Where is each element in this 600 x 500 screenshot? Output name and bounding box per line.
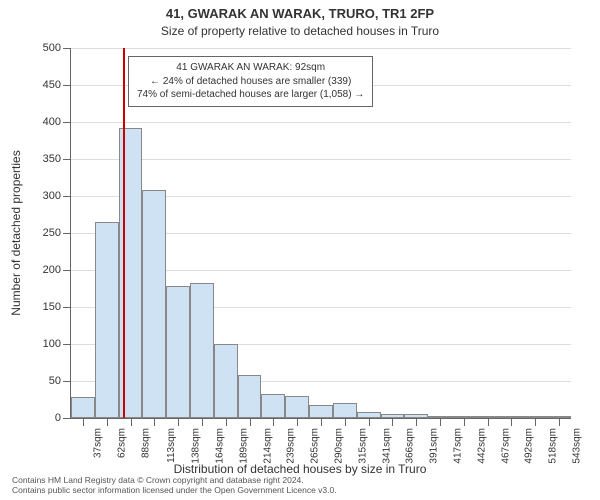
property-marker-line: [123, 48, 125, 418]
x-tick: [131, 418, 132, 426]
histogram-bar: [333, 403, 357, 418]
histogram-bar: [214, 344, 238, 418]
y-tick-label: 0: [55, 412, 61, 424]
x-tick-label: 543sqm: [571, 428, 582, 464]
x-tick: [416, 418, 417, 426]
y-tick-label: 300: [43, 190, 61, 202]
y-tick-label: 100: [43, 338, 61, 350]
x-tick-label: 417sqm: [452, 428, 463, 464]
histogram-bar: [142, 190, 166, 418]
histogram-bar: [190, 283, 214, 418]
y-gridline: [71, 159, 571, 160]
footer-line-2: Contains public sector information licen…: [12, 486, 337, 496]
x-tick-label: 62sqm: [116, 428, 127, 458]
histogram-bar: [309, 405, 333, 418]
x-tick: [369, 418, 370, 426]
x-tick: [178, 418, 179, 426]
y-tick-label: 450: [43, 79, 61, 91]
x-tick-label: 492sqm: [524, 428, 535, 464]
y-tick-label: 350: [43, 153, 61, 165]
y-tick: [63, 344, 71, 345]
info-box-line: 74% of semi-detached houses are larger (…: [137, 88, 364, 102]
y-tick: [63, 122, 71, 123]
property-info-box: 41 GWARAK AN WARAK: 92sqm← 24% of detach…: [128, 56, 373, 107]
y-tick: [63, 418, 71, 419]
y-tick: [63, 85, 71, 86]
x-axis-title: Distribution of detached houses by size …: [0, 462, 600, 476]
y-tick: [63, 196, 71, 197]
y-tick: [63, 307, 71, 308]
chart-plot-area: 05010015020025030035040045050037sqm62sqm…: [70, 48, 571, 419]
x-tick: [154, 418, 155, 426]
x-tick-label: 37sqm: [92, 428, 103, 458]
attribution-footer: Contains HM Land Registry data © Crown c…: [12, 476, 337, 496]
x-tick: [273, 418, 274, 426]
y-tick-label: 200: [43, 264, 61, 276]
x-tick: [535, 418, 536, 426]
x-tick-label: 341sqm: [381, 428, 392, 464]
info-box-line: 41 GWARAK AN WARAK: 92sqm: [137, 61, 364, 75]
x-tick-label: 239sqm: [286, 428, 297, 464]
y-tick-label: 50: [49, 375, 61, 387]
x-tick-label: 189sqm: [238, 428, 249, 464]
x-tick-label: 290sqm: [333, 428, 344, 464]
x-tick-label: 138sqm: [190, 428, 201, 464]
histogram-bar: [238, 375, 262, 418]
x-tick: [464, 418, 465, 426]
y-tick: [63, 381, 71, 382]
x-tick-label: 518sqm: [548, 428, 559, 464]
x-tick: [511, 418, 512, 426]
x-tick: [559, 418, 560, 426]
x-tick-label: 467sqm: [500, 428, 511, 464]
x-tick: [440, 418, 441, 426]
x-tick: [297, 418, 298, 426]
x-tick: [392, 418, 393, 426]
y-tick: [63, 48, 71, 49]
y-tick-label: 400: [43, 116, 61, 128]
x-tick-label: 214sqm: [262, 428, 273, 464]
x-tick-label: 366sqm: [405, 428, 416, 464]
x-tick-label: 265sqm: [309, 428, 320, 464]
x-tick: [226, 418, 227, 426]
x-tick-label: 113sqm: [166, 428, 177, 463]
histogram-bar: [261, 394, 285, 418]
x-tick-label: 315sqm: [357, 428, 368, 464]
x-tick-label: 88sqm: [140, 428, 151, 458]
x-tick: [345, 418, 346, 426]
chart-container: 41, GWARAK AN WARAK, TRURO, TR1 2FP Size…: [0, 0, 600, 500]
y-tick: [63, 233, 71, 234]
title-main: 41, GWARAK AN WARAK, TRURO, TR1 2FP: [0, 6, 600, 21]
histogram-bar: [71, 397, 95, 418]
histogram-bar: [95, 222, 119, 418]
y-gridline: [71, 48, 571, 49]
x-tick: [107, 418, 108, 426]
histogram-bar: [166, 286, 190, 418]
y-tick-label: 150: [43, 301, 61, 313]
x-tick-label: 442sqm: [476, 428, 487, 464]
info-box-line: ← 24% of detached houses are smaller (33…: [137, 75, 364, 89]
x-tick: [250, 418, 251, 426]
x-tick: [202, 418, 203, 426]
y-tick-label: 500: [43, 42, 61, 54]
y-tick: [63, 270, 71, 271]
y-tick-label: 250: [43, 227, 61, 239]
y-gridline: [71, 122, 571, 123]
y-tick: [63, 159, 71, 160]
histogram-bar: [285, 396, 309, 418]
x-tick-label: 391sqm: [429, 428, 440, 464]
x-tick: [488, 418, 489, 426]
x-tick-label: 164sqm: [214, 428, 225, 464]
x-tick: [83, 418, 84, 426]
title-sub: Size of property relative to detached ho…: [0, 24, 600, 38]
y-axis-title: Number of detached properties: [9, 150, 23, 315]
x-tick: [321, 418, 322, 426]
